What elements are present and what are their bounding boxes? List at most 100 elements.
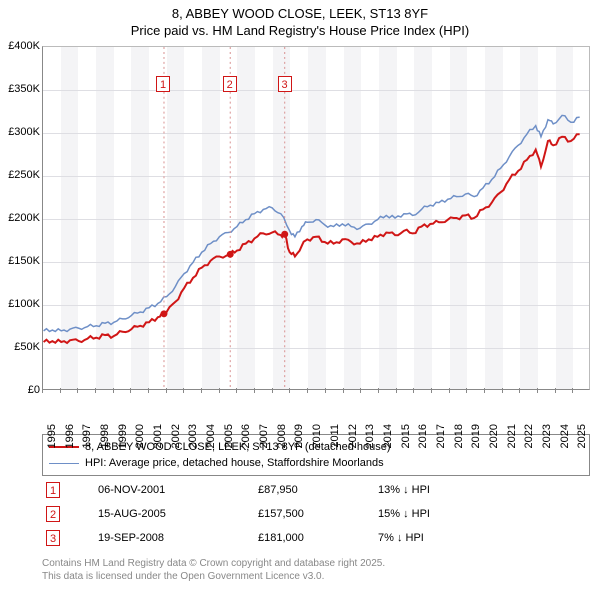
y-tick-label: £250K (0, 169, 40, 181)
x-tick-label: 2013 (364, 424, 376, 448)
x-tick-mark (307, 388, 308, 393)
sales-row-price: £157,500 (258, 508, 378, 520)
x-tick-label: 1995 (46, 424, 58, 448)
legend-swatch (49, 463, 79, 464)
sales-table-row: 215-AUG-2005£157,50015% ↓ HPI (42, 502, 590, 526)
x-tick-mark (572, 388, 573, 393)
y-tick-label: £100K (0, 298, 40, 310)
y-tick-label: £150K (0, 255, 40, 267)
x-tick-mark (466, 388, 467, 393)
y-tick-label: £300K (0, 126, 40, 138)
legend-label: HPI: Average price, detached house, Staf… (85, 457, 384, 469)
x-tick-mark (325, 388, 326, 393)
sales-row-date: 06-NOV-2001 (60, 484, 258, 496)
x-tick-mark (219, 388, 220, 393)
x-tick-label: 2010 (311, 424, 323, 448)
sales-table-row: 106-NOV-2001£87,95013% ↓ HPI (42, 478, 590, 502)
x-tick-mark (396, 388, 397, 393)
sales-row-price: £181,000 (258, 532, 378, 544)
sales-row-delta: 7% ↓ HPI (378, 532, 498, 544)
sales-row-index-box: 1 (46, 482, 60, 498)
x-tick-mark (378, 388, 379, 393)
x-tick-mark (236, 388, 237, 393)
y-tick-label: £0 (0, 384, 40, 396)
x-tick-mark (130, 388, 131, 393)
footer-attribution: Contains HM Land Registry data © Crown c… (42, 558, 590, 583)
sales-row-delta: 15% ↓ HPI (378, 508, 498, 520)
x-tick-label: 1999 (117, 424, 129, 448)
x-tick-label: 2000 (134, 424, 146, 448)
x-tick-label: 1997 (81, 424, 93, 448)
sale-annotation-box: 1 (156, 76, 170, 92)
x-tick-label: 2017 (435, 424, 447, 448)
y-tick-label: £350K (0, 83, 40, 95)
x-tick-mark (148, 388, 149, 393)
x-tick-mark (289, 388, 290, 393)
x-tick-label: 2005 (223, 424, 235, 448)
x-tick-label: 2002 (170, 424, 182, 448)
x-tick-mark (77, 388, 78, 393)
sales-row-index-box: 3 (46, 530, 60, 546)
x-tick-mark (519, 388, 520, 393)
footer-line1: Contains HM Land Registry data © Crown c… (42, 558, 385, 569)
x-tick-label: 2020 (488, 424, 500, 448)
x-tick-label: 2001 (152, 424, 164, 448)
footer-line2: This data is licensed under the Open Gov… (42, 571, 324, 582)
sales-row-delta: 13% ↓ HPI (378, 484, 498, 496)
x-tick-label: 2011 (329, 424, 341, 448)
chart-svg (43, 47, 589, 389)
x-tick-label: 2014 (382, 424, 394, 448)
x-tick-mark (343, 388, 344, 393)
x-tick-mark (449, 388, 450, 393)
x-tick-mark (272, 388, 273, 393)
x-tick-mark (201, 388, 202, 393)
sale-dot (227, 251, 234, 258)
x-tick-mark (502, 388, 503, 393)
x-tick-label: 2016 (417, 424, 429, 448)
sale-dot (160, 310, 167, 317)
y-tick-label: £50K (0, 341, 40, 353)
chart-title-line1: 8, ABBEY WOOD CLOSE, LEEK, ST13 8YF (0, 6, 600, 21)
x-tick-label: 2008 (276, 424, 288, 448)
series-price_paid (44, 134, 580, 343)
sales-table: 106-NOV-2001£87,95013% ↓ HPI215-AUG-2005… (42, 478, 590, 550)
x-tick-mark (431, 388, 432, 393)
sales-table-row: 319-SEP-2008£181,0007% ↓ HPI (42, 526, 590, 550)
sale-dot (281, 231, 288, 238)
sales-row-date: 19-SEP-2008 (60, 532, 258, 544)
chart-title-line2: Price paid vs. HM Land Registry's House … (0, 23, 600, 38)
x-tick-label: 2007 (258, 424, 270, 448)
x-tick-mark (537, 388, 538, 393)
sales-row-date: 15-AUG-2005 (60, 508, 258, 520)
x-tick-mark (166, 388, 167, 393)
x-tick-label: 2021 (506, 424, 518, 448)
x-tick-mark (413, 388, 414, 393)
series-hpi (44, 115, 580, 331)
x-tick-label: 2025 (576, 424, 588, 448)
x-tick-mark (254, 388, 255, 393)
x-tick-mark (360, 388, 361, 393)
x-tick-label: 2015 (400, 424, 412, 448)
x-tick-mark (95, 388, 96, 393)
chart-plot-area (42, 46, 590, 390)
x-tick-label: 1996 (64, 424, 76, 448)
sale-annotation-box: 3 (278, 76, 292, 92)
sales-row-price: £87,950 (258, 484, 378, 496)
x-tick-label: 2019 (470, 424, 482, 448)
sales-row-index-box: 2 (46, 506, 60, 522)
x-tick-mark (484, 388, 485, 393)
x-tick-label: 2022 (523, 424, 535, 448)
x-tick-label: 2006 (240, 424, 252, 448)
x-tick-label: 2003 (187, 424, 199, 448)
y-tick-label: £400K (0, 40, 40, 52)
x-tick-label: 2012 (347, 424, 359, 448)
x-tick-label: 2024 (559, 424, 571, 448)
x-tick-mark (555, 388, 556, 393)
x-tick-label: 1998 (99, 424, 111, 448)
x-tick-label: 2009 (293, 424, 305, 448)
x-tick-label: 2023 (541, 424, 553, 448)
legend-item: HPI: Average price, detached house, Staf… (49, 455, 583, 471)
legend-label: 8, ABBEY WOOD CLOSE, LEEK, ST13 8YF (det… (85, 441, 391, 453)
y-tick-label: £200K (0, 212, 40, 224)
x-tick-label: 2004 (205, 424, 217, 448)
